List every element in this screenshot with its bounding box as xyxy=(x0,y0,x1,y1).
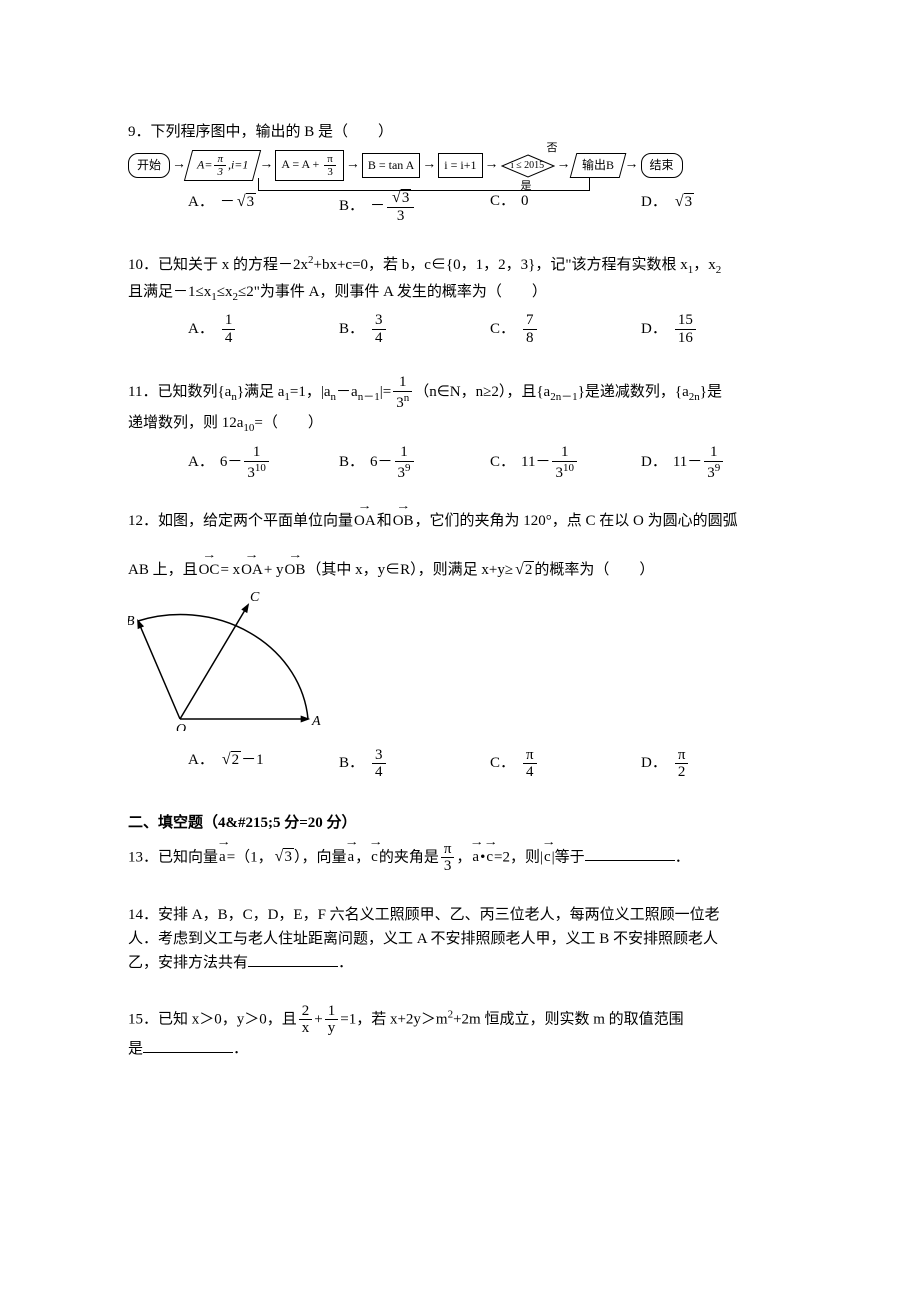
fc-init: A=π3,i=1 xyxy=(184,150,262,181)
q11-stem: 11．已知数列{an}满足 a1=1，|an－an－1|=13n（n∈N，n≥2… xyxy=(128,374,792,438)
vector-OA: OA xyxy=(353,509,377,533)
arrow-icon: → xyxy=(346,154,360,176)
fc-start: 开始 xyxy=(128,153,170,178)
blank-input[interactable] xyxy=(585,846,675,861)
fc-step2: B = tan A xyxy=(362,153,420,178)
question-9: 9．下列程序图中，输出的 B 是（ ） 开始 → A=π3,i=1 → A = … xyxy=(128,120,792,224)
arrow-icon: → xyxy=(259,154,273,176)
q11-opt-C: C．11－1310 xyxy=(490,444,641,481)
q11-options: A．6－1310 B．6－139 C．11－1310 D．11－139 xyxy=(128,444,792,481)
q12-stem: 12．如图，给定两个平面单位向量OA和OB，它们的夹角为 120°，点 C 在以… xyxy=(128,509,792,583)
q11-opt-D: D．11－139 xyxy=(641,444,792,481)
question-15: 15．已知 x＞0，y＞0，且2x+1y=1，若 x+2y＞m2+2m 恒成立，… xyxy=(128,1003,792,1061)
fc-step1-text: A = A + π3 xyxy=(281,157,337,171)
q12-opt-D: D．π2 xyxy=(641,747,792,781)
vector-OB: OB xyxy=(284,558,307,582)
q9-opt-D: D．3 xyxy=(641,189,792,224)
svg-text:O: O xyxy=(176,722,186,731)
q10-opt-B: B．34 xyxy=(339,312,490,346)
q10-stem: 10．已知关于 x 的方程－2x2+bx+c=0，若 b，c∈{0，1，2，3}… xyxy=(128,252,792,306)
q12-options: A．2－1 B．34 C．π4 D．π2 xyxy=(128,747,792,781)
q12-opt-A: A．2－1 xyxy=(188,747,339,781)
q10-opt-C: C．78 xyxy=(490,312,641,346)
question-12: 12．如图，给定两个平面单位向量OA和OB，它们的夹角为 120°，点 C 在以… xyxy=(128,509,792,781)
arrow-icon: → xyxy=(422,154,436,176)
q10-options: A．14 B．34 C．78 D．1516 xyxy=(128,312,792,346)
q15-stem: 15．已知 x＞0，y＞0，且2x+1y=1，若 x+2y＞m2+2m 恒成立，… xyxy=(128,1003,792,1061)
fc-no: 否 xyxy=(547,140,558,158)
question-11: 11．已知数列{an}满足 a1=1，|an－an－1|=13n（n∈N，n≥2… xyxy=(128,374,792,481)
fc-end: 结束 xyxy=(641,153,683,178)
vector-OA: OA xyxy=(240,558,264,582)
arrow-icon: → xyxy=(485,154,499,176)
question-10: 10．已知关于 x 的方程－2x2+bx+c=0，若 b，c∈{0，1，2，3}… xyxy=(128,252,792,346)
section-2-title: 二、填空题（4&#215;5 分=20 分） xyxy=(128,811,792,835)
arrow-icon: → xyxy=(557,154,571,176)
q12-opt-B: B．34 xyxy=(339,747,490,781)
arrow-icon: → xyxy=(625,154,639,176)
blank-input[interactable] xyxy=(143,1038,233,1053)
q9-opt-B: B．－33 xyxy=(339,189,490,224)
q14-stem: 14．安排 A，B，C，D，E，F 六名义工照顾甲、乙、丙三位老人，每两位义工照… xyxy=(128,903,792,975)
q10-opt-A: A．14 xyxy=(188,312,339,346)
q12-opt-C: C．π4 xyxy=(490,747,641,781)
fc-step1: A = A + π3 xyxy=(275,150,343,181)
q9-options: A．－3 B．－33 C．0 D．3 xyxy=(128,189,792,224)
vector-OC: OC xyxy=(198,558,221,582)
question-14: 14．安排 A，B，C，D，E，F 六名义工照顾甲、乙、丙三位老人，每两位义工照… xyxy=(128,903,792,975)
fc-output: 输出B xyxy=(569,153,626,178)
vector-OB: OB xyxy=(392,509,415,533)
q11-opt-A: A．6－1310 xyxy=(188,444,339,481)
q9-stem: 9．下列程序图中，输出的 B 是（ ） xyxy=(128,120,792,144)
blank-input[interactable] xyxy=(248,952,338,967)
fc-decision: i ≤ 2015 是 否 xyxy=(501,154,555,178)
q12-diagram: O A B C xyxy=(128,591,792,739)
q10-opt-D: D．1516 xyxy=(641,312,792,346)
q9-opt-C: C．0 xyxy=(490,189,641,224)
q9-opt-A: A．－3 xyxy=(188,189,339,224)
q11-opt-B: B．6－139 xyxy=(339,444,490,481)
svg-text:B: B xyxy=(128,614,135,629)
svg-text:A: A xyxy=(311,714,321,729)
question-13: 13．已知向量a=（1，3），向量a，c的夹角是π3，a•c=2，则|c|等于． xyxy=(128,841,792,875)
q9-flowchart: 开始 → A=π3,i=1 → A = A + π3 → B = tan A →… xyxy=(128,150,792,181)
fc-step3: i = i+1 xyxy=(438,153,482,178)
q13-stem: 13．已知向量a=（1，3），向量a，c的夹角是π3，a•c=2，则|c|等于． xyxy=(128,841,792,875)
arrow-icon: → xyxy=(172,154,186,176)
svg-text:C: C xyxy=(250,591,260,605)
